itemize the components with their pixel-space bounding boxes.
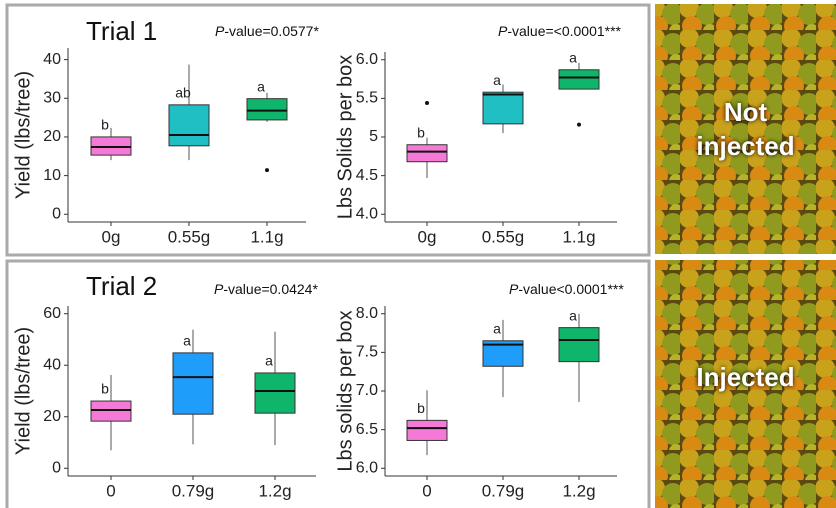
y-tick-label: 20 (43, 408, 61, 425)
y-tick-label: 6.5 (356, 421, 378, 438)
group-letter: b (101, 117, 109, 133)
group-letter: a (569, 307, 577, 323)
box (91, 401, 131, 421)
y-tick-label: 10 (43, 167, 61, 184)
outlier (425, 101, 429, 105)
outlier (265, 168, 269, 172)
group-letter: a (265, 353, 273, 369)
y-tick-label: 8.0 (356, 305, 378, 322)
trial-label: Trial 2 (86, 271, 157, 302)
y-tick-label: 6.0 (356, 51, 378, 68)
y-tick-label: 6.0 (356, 459, 378, 476)
box (483, 92, 523, 124)
y-axis-label: Lbs solids per box (334, 310, 356, 471)
y-tick-label: 5 (369, 128, 378, 145)
y-tick-label: 60 (43, 305, 61, 322)
group-letter: a (493, 72, 501, 88)
x-tick-label: 1.2g (562, 481, 595, 500)
group-letter: ab (175, 85, 191, 101)
box (407, 145, 447, 162)
p-value: P-value=<0.0001*** (498, 23, 621, 39)
figure: Yield (lbs/tree)0102030400gb0.55gab1.1ga… (0, 0, 836, 508)
y-tick-label: 0 (52, 205, 61, 222)
trial-label: Trial 1 (86, 16, 157, 47)
x-tick-label: 0 (422, 481, 431, 500)
y-axis-label: Yield (lbs/tree) (12, 327, 34, 455)
x-tick-label: 0.55g (482, 227, 525, 246)
group-letter: a (257, 78, 265, 94)
y-tick-label: 7.0 (356, 382, 378, 399)
box (247, 99, 287, 120)
group-letter: b (101, 381, 109, 397)
y-tick-label: 20 (43, 128, 61, 145)
y-tick-label: 0 (52, 459, 61, 476)
box (173, 353, 213, 414)
x-tick-label: 1.1g (562, 227, 595, 246)
photo-label: Not injected (655, 95, 836, 163)
x-tick-label: 0.79g (482, 481, 525, 500)
y-tick-label: 4.0 (356, 205, 378, 222)
p-value: P-value=0.0577* (215, 23, 319, 39)
x-tick-label: 0.55g (168, 227, 211, 246)
chart: Yield (lbs/tree)0102030400gb0.55gab1.1ga… (0, 0, 836, 508)
y-tick-label: 40 (43, 356, 61, 373)
box (559, 70, 599, 89)
group-letter: a (569, 49, 577, 65)
p-value: P-value=0.0424* (214, 281, 318, 297)
y-axis-label: Lbs Solids per box (334, 55, 356, 220)
x-tick-label: 0 (106, 481, 115, 500)
box (407, 420, 447, 440)
group-letter: b (417, 400, 425, 416)
group-letter: a (183, 333, 191, 349)
photo-label: Injected (655, 360, 836, 394)
y-tick-label: 7.5 (356, 344, 378, 361)
p-value: P-value<0.0001*** (509, 281, 624, 297)
box (169, 105, 209, 146)
y-axis-label: Yield (lbs/tree) (12, 71, 34, 199)
x-tick-label: 0.79g (172, 481, 215, 500)
outlier (577, 123, 581, 127)
x-tick-label: 1.1g (250, 227, 283, 246)
x-tick-label: 1.2g (258, 481, 291, 500)
x-tick-label: 0g (418, 227, 437, 246)
y-tick-label: 4.5 (356, 167, 378, 184)
group-letter: b (417, 124, 425, 140)
y-tick-label: 5.5 (356, 90, 378, 107)
y-tick-label: 30 (43, 89, 61, 106)
box (559, 328, 599, 362)
group-letter: a (493, 320, 501, 336)
x-tick-label: 0g (102, 227, 121, 246)
box (255, 373, 295, 413)
y-tick-label: 40 (43, 51, 61, 68)
